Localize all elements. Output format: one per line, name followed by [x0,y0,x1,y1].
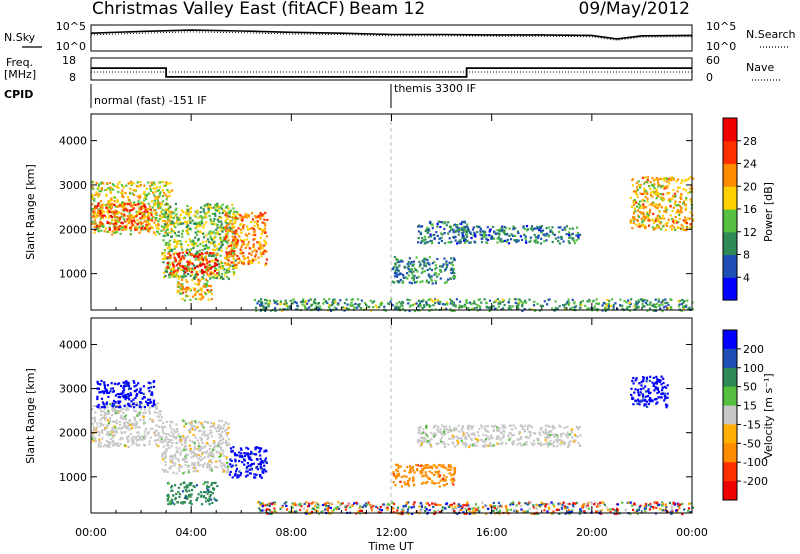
power-colorbar-swatch-6 [723,163,737,187]
velocity-echo-region-2 [161,419,231,475]
velocity-colorbar-label: Velocity [m s⁻¹] [762,373,775,458]
velocity-panel: 1000 2000 3000 4000 Slant Range [km] 200 100… [24,114,775,553]
noise-ytick-bottom-left: 10^0 [56,40,86,53]
power-panel: 1000 2000 3000 4000 Slant Range [km] 4 8 12 16… [24,113,775,313]
power-colorbar-swatch-7 [723,140,737,165]
noise-ytick-bottom-right: 10^0 [706,40,736,53]
power-colorbar-tick-8: 8 [743,249,750,262]
velocity-colorbar-swatch-4 [723,386,737,407]
freq-ytick-top-left: 18 [62,54,76,67]
velocity-echo-region-1 [91,401,163,448]
time-xtick-4: 16:00 [476,526,508,539]
power-echo-region-9 [454,224,581,245]
velocity-colorbar-tick--50: -50 [743,437,761,450]
velocity-echo-region-3 [96,379,156,409]
freq-label-line2: [MHz] [4,68,36,81]
power-colorbar-label: Power [dB] [762,182,775,242]
velocity-ytick-3000: 3000 [59,383,87,396]
velocity-colorbar-tick-200: 200 [743,343,764,356]
velocity-ytick-1000: 1000 [59,471,87,484]
noise-ytick-top-left: 10^5 [56,20,86,33]
time-xtick-3: 12:00 [376,526,408,539]
velocity-colorbar-swatch-6 [723,424,737,444]
power-echo-region-6 [176,278,213,302]
velocity-colorbar-swatch-8 [723,462,737,482]
power-ytick-2000: 2000 [59,223,87,236]
power-colorbar-swatch-5 [723,186,737,210]
cpid-segment-1: normal (fast) -151 IF [94,94,207,107]
power-colorbar-tick-16: 16 [743,203,757,216]
power-colorbar-tick-28: 28 [743,135,757,148]
figure-title: Christmas Valley East (fitACF) [92,0,345,19]
velocity-echo-region-6 [392,463,457,488]
velocity-colorbar-tick-50: 50 [743,381,757,394]
velocity-colorbar-swatch-3 [723,367,737,388]
velocity-echo-region-8 [630,375,669,409]
nsky-label: N.Sky [4,31,36,44]
noise-series-solid [90,29,693,40]
date-label: 09/May/2012 [579,0,691,19]
velocity-ylabel: Slant Range [km] [24,368,37,464]
frequency-series-solid [91,67,692,78]
time-xtick-6: 00:00 [676,526,708,539]
nave-ytick-top-right: 60 [706,54,720,67]
velocity-colorbar-tick--100: -100 [743,456,768,469]
power-colorbar-swatch-2 [723,254,737,278]
cpid-label: CPID [4,88,33,101]
power-echo-region-7 [391,256,457,285]
power-colorbar-tick-4: 4 [743,271,750,284]
velocity-colorbar-swatch-5 [723,405,737,425]
time-xtick-0: 00:00 [75,526,107,539]
power-echo-region-11 [253,298,694,313]
power-colorbar-swatch-1 [723,277,737,301]
power-colorbar-tick-24: 24 [743,158,757,171]
nave-ytick-bottom-right: 0 [706,71,713,84]
noise-ytick-top-right: 10^5 [706,20,736,33]
time-xlabel: Time UT [367,540,413,553]
noise-series-dotted [90,31,693,41]
velocity-colorbar-swatch-1 [723,330,737,350]
power-ytick-4000: 4000 [59,135,87,148]
power-echo-region-2 [91,202,153,232]
velocity-colorbar-swatch-9 [723,481,737,501]
beam-label: Beam 12 [349,0,425,19]
velocity-echo-region-9 [256,501,694,516]
velocity-colorbar-tick--15: -15 [743,418,761,431]
cpid-panel: CPID normal (fast) -151 IF themis 3300 I… [4,82,476,108]
velocity-echo-region-5 [166,481,219,506]
noise-panel: N.Sky 10^5 10^0 10^5 10^0 N.Search [4,20,796,53]
time-xtick-1: 04:00 [175,526,207,539]
time-xtick-2: 08:00 [275,526,307,539]
power-colorbar-swatch-4 [723,209,737,233]
power-ytick-1000: 1000 [59,268,87,281]
power-echo-region-10 [629,176,695,232]
power-colorbar-tick-20: 20 [743,180,757,193]
velocity-colorbar-tick-100: 100 [743,362,764,375]
velocity-colorbar-tick--200: -200 [743,475,768,488]
velocity-echo-region-4 [228,446,268,479]
cpid-segment-2: themis 3300 IF [394,82,476,95]
velocity-colorbar-swatch-7 [723,443,737,463]
velocity-ytick-4000: 4000 [59,338,87,351]
velocity-echo-region-7 [416,424,582,449]
power-colorbar-swatch-8 [723,118,737,142]
nsearch-label: N.Search [746,28,796,41]
freq-label-line1: Freq. [6,56,33,69]
power-colorbar-tick-12: 12 [743,226,757,239]
time-xtick-5: 20:00 [576,526,608,539]
nave-label: Nave [746,61,774,74]
power-ylabel: Slant Range [km] [24,164,37,260]
power-echo-region-5 [223,211,269,267]
power-echo-region-4 [166,251,219,276]
velocity-colorbar-tick-15: 15 [743,400,757,413]
velocity-ytick-2000: 2000 [59,427,87,440]
power-ytick-3000: 3000 [59,179,87,192]
frequency-panel: Freq. [MHz] 18 8 60 0 Nave [4,54,780,84]
power-echo-region-8 [417,220,469,245]
power-colorbar-swatch-3 [723,231,737,256]
freq-ytick-bottom-left: 8 [69,71,76,84]
velocity-colorbar-swatch-2 [723,348,737,369]
